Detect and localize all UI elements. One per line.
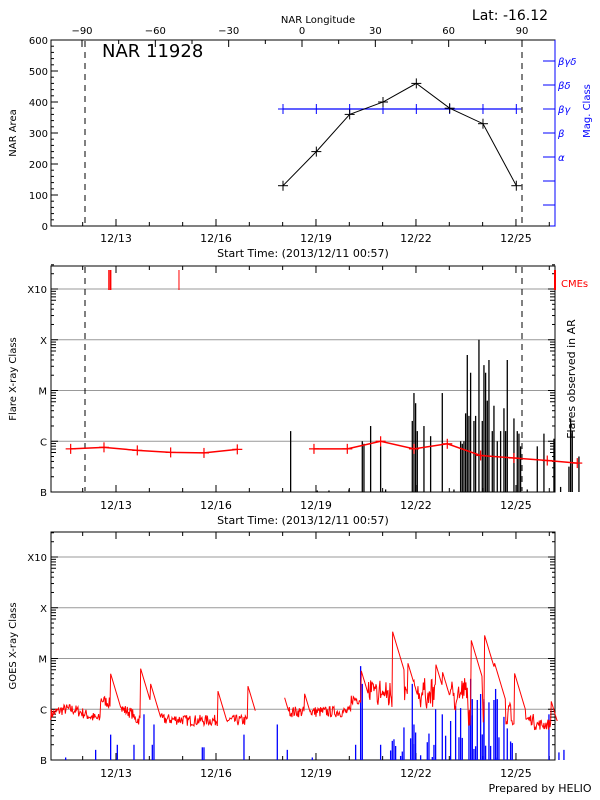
flare-average-series [65,436,583,469]
y-ticks-top: 0 100 200 300 400 500 600 [29,36,58,233]
y-axis-label-middle: Flare X-ray Class [8,337,19,421]
y-tick-label: 500 [29,67,48,78]
x-tick-label: 12/22 [400,767,432,780]
nar-area-series [278,78,522,191]
region-title: NAR 11928 [102,41,203,62]
goes-long-channel [50,631,558,731]
panel-nar-area: NAR Longitude Lat: -16.12 −90 −60 −30 0 30 60… [8,8,593,260]
mag-tick-label: β [557,129,565,140]
x-tick-label: 12/16 [200,232,232,245]
x-tick-label: 12/19 [300,767,332,780]
y-tick-label: 300 [29,129,48,140]
y-tick-label: 400 [29,98,48,109]
x-tick-label: 12/16 [200,767,232,780]
flare-bars [289,339,580,492]
mag-tick-label: βγδ [557,57,576,68]
cme-markers [108,270,180,290]
y-tick-label: C [40,705,47,716]
x-ticks-top: 12/13 12/16 12/19 12/22 12/25 [82,219,550,245]
goes-long-line [50,668,256,728]
disk-markers-middle [84,267,523,491]
x-tick-label: 12/25 [500,767,532,780]
x-tick-label: 12/13 [100,499,132,512]
lon-tick-label: −30 [218,26,239,37]
right-axis-label-middle: Flares observed in AR [565,319,578,439]
plot-frame-middle [50,265,556,493]
y-tick-label: X [40,604,47,615]
lon-tick-label: −90 [71,26,92,37]
x-tick-label: 12/19 [300,232,332,245]
goes-short-channel [65,666,565,760]
y-axis-label-bottom: GOES X-ray Class [8,602,19,689]
x-tick-label: 12/22 [400,232,432,245]
x-axis-label-top: Start Time: (2013/12/11 00:57) [217,247,389,260]
mag-tick-label: α [558,153,565,164]
lon-tick-label: −60 [145,26,166,37]
x-tick-label: 12/25 [500,232,532,245]
x-tick-label: 12/25 [500,499,532,512]
y-tick-label: M [38,387,47,398]
flare-average-line [70,446,238,454]
goes-long-line [284,631,558,731]
prepared-by-label: Prepared by HELIO [489,782,592,795]
x-tick-label: 12/13 [100,232,132,245]
y-tick-label: 200 [29,160,48,171]
mag-tick-label: βγ [557,105,571,116]
panel-flares: B C M X X10 12/13 12/16 12/19 12/22 12/25 Flare … [8,264,588,527]
panel-goes: B C M X X10 12/13 12/16 12/19 12/22 12/25 GOES X… [8,531,565,780]
x-axis-label-middle: Start Time: (2013/12/11 00:57) [217,514,389,527]
longitude-ticks: −90 −60 −30 0 30 60 90 [71,26,528,47]
x-tick-label: 12/22 [400,499,432,512]
lon-tick-label: 90 [516,26,529,37]
top-axis-label: NAR Longitude [281,15,355,26]
plot-frame-bottom [50,531,556,761]
lon-tick-label: 0 [299,26,305,37]
x-ticks-bottom: 12/13 12/16 12/19 12/22 12/25 [82,532,550,780]
mag-class-axis-label: Mag. Class [582,84,593,138]
plot-frame-top [50,39,556,227]
mag-tick-label: βδ [557,81,571,92]
lon-tick-label: 60 [442,26,455,37]
y-tick-label: 100 [29,191,48,202]
disk-markers-top [84,41,523,225]
x-tick-label: 12/19 [300,499,332,512]
y-tick-label: B [40,756,47,767]
y-tick-label: X10 [27,553,47,564]
y-tick-label: X [40,336,47,347]
lon-tick-label: 30 [369,26,382,37]
y-tick-label: B [40,488,47,499]
y-tick-label: 600 [29,36,48,47]
y-axis-label-top: NAR Area [8,109,19,156]
grid-bottom [51,556,555,710]
nar-area-line [282,82,517,187]
mag-class-ticks: βγδ βδ βγ β α [543,57,576,227]
y-tick-label: M [38,655,47,666]
x-tick-label: 12/13 [100,767,132,780]
y-ticks-bottom: B C M X X10 [27,532,555,767]
y-tick-label: C [40,437,47,448]
mag-class-series [278,104,522,114]
x-ticks-middle: 12/13 12/16 12/19 12/22 12/25 [82,266,550,512]
x-tick-label: 12/16 [200,499,232,512]
y-tick-label: X10 [27,285,47,296]
y-tick-label: 0 [42,222,48,233]
latitude-label: Lat: -16.12 [472,8,548,24]
legend-cmes: CMEs [561,279,588,290]
